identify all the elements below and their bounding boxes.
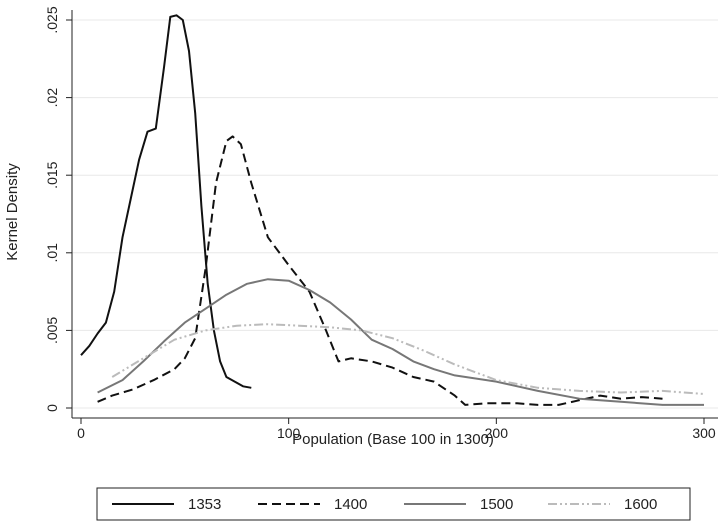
y-axis-title: Kernel Density xyxy=(4,163,21,261)
x-tick-label: 100 xyxy=(277,425,301,441)
series-line-1600 xyxy=(111,323,705,395)
x-ticks: 0 100 200 300 xyxy=(77,418,716,441)
gridlines xyxy=(72,19,718,409)
y-ticks: 0 .005 .01 .015 .02 .025 xyxy=(44,6,72,412)
series-layer xyxy=(80,14,705,406)
y-tick-label: .02 xyxy=(44,88,60,108)
y-tick-label: 0 xyxy=(44,404,60,412)
legend-label-1500: 1500 xyxy=(480,496,513,513)
y-tick-label: .01 xyxy=(44,243,60,263)
y-tick-label: .015 xyxy=(44,161,60,188)
x-tick-label: 0 xyxy=(77,425,85,441)
x-tick-label: 200 xyxy=(485,425,509,441)
legend-label-1600: 1600 xyxy=(624,496,657,513)
y-tick-label: .005 xyxy=(44,317,60,344)
series-line-1353 xyxy=(80,14,252,389)
x-axis-title: Population (Base 100 in 1300) xyxy=(292,431,494,448)
series-line-1500 xyxy=(97,278,704,406)
y-tick-label: .025 xyxy=(44,6,60,33)
axes xyxy=(71,10,718,419)
x-tick-label: 300 xyxy=(692,425,716,441)
legend: 1353 1400 1500 1600 xyxy=(96,487,691,521)
legend-label-1353: 1353 xyxy=(188,496,221,513)
legend-box xyxy=(96,487,691,521)
legend-label-1400: 1400 xyxy=(334,496,367,513)
series-line-1400 xyxy=(97,135,663,406)
